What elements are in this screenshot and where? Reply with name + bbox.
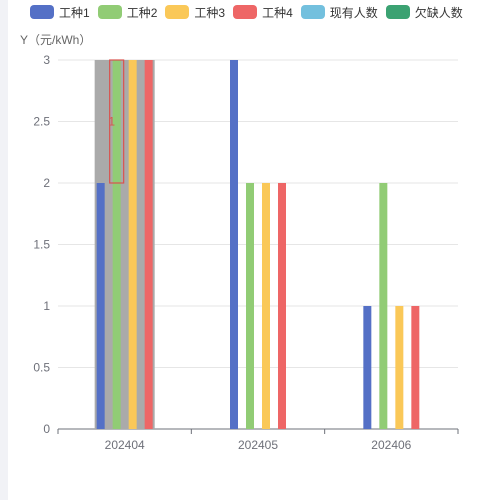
- legend-swatch: [385, 5, 410, 19]
- legend-label: 欠缺人数: [414, 5, 463, 20]
- bar: [144, 60, 153, 429]
- legend-label: 工种2: [126, 5, 158, 20]
- legend-label: 工种4: [262, 5, 293, 20]
- y-tick-label: 2.5: [33, 115, 50, 129]
- y-tick-label: 2: [43, 176, 50, 190]
- x-tick-label: 202405: [238, 438, 278, 452]
- left-edge-strip: [0, 0, 8, 500]
- legend-swatch: [165, 5, 190, 19]
- y-tick-label: 3: [43, 53, 50, 67]
- bar: [395, 306, 404, 429]
- legend-swatch: [97, 5, 122, 19]
- y-axis-label: Y（元/kWh）: [20, 33, 92, 47]
- legend-swatch: [30, 5, 54, 19]
- bar: [230, 60, 238, 429]
- y-tick-label: 0: [43, 422, 50, 436]
- bar: [246, 183, 254, 429]
- legend-swatch: [233, 5, 258, 19]
- x-tick-label: 202404: [105, 438, 145, 452]
- legend-item[interactable]: 现有人数: [300, 4, 378, 21]
- legend-label: 现有人数: [329, 5, 378, 20]
- legend-item[interactable]: 工种4: [233, 4, 293, 21]
- bar: [96, 183, 105, 429]
- bar: [128, 60, 137, 429]
- bar: [379, 183, 388, 429]
- chart-legend: 工种1 工种2 工种3 工种4 现有人数 欠缺人数: [30, 4, 463, 20]
- y-tick-label: 1.5: [33, 238, 50, 252]
- annotation-label: 1: [108, 115, 115, 129]
- legend-item[interactable]: 工种3: [165, 4, 225, 21]
- bar: [411, 306, 420, 429]
- legend-item[interactable]: 工种2: [97, 4, 158, 21]
- legend-label: 工种1: [59, 5, 90, 20]
- y-tick-label: 1: [43, 299, 50, 313]
- y-tick-label: 0.5: [33, 361, 50, 375]
- legend-label: 工种3: [194, 5, 226, 20]
- bar: [262, 183, 270, 429]
- legend-swatch: [300, 5, 325, 19]
- legend-item[interactable]: 欠缺人数: [385, 4, 463, 21]
- legend-item[interactable]: 工种1: [30, 4, 90, 21]
- bar: [112, 60, 121, 429]
- bar: [363, 306, 372, 429]
- annotation-box: [109, 59, 125, 184]
- x-tick-label: 202406: [371, 438, 411, 452]
- bar: [278, 183, 286, 429]
